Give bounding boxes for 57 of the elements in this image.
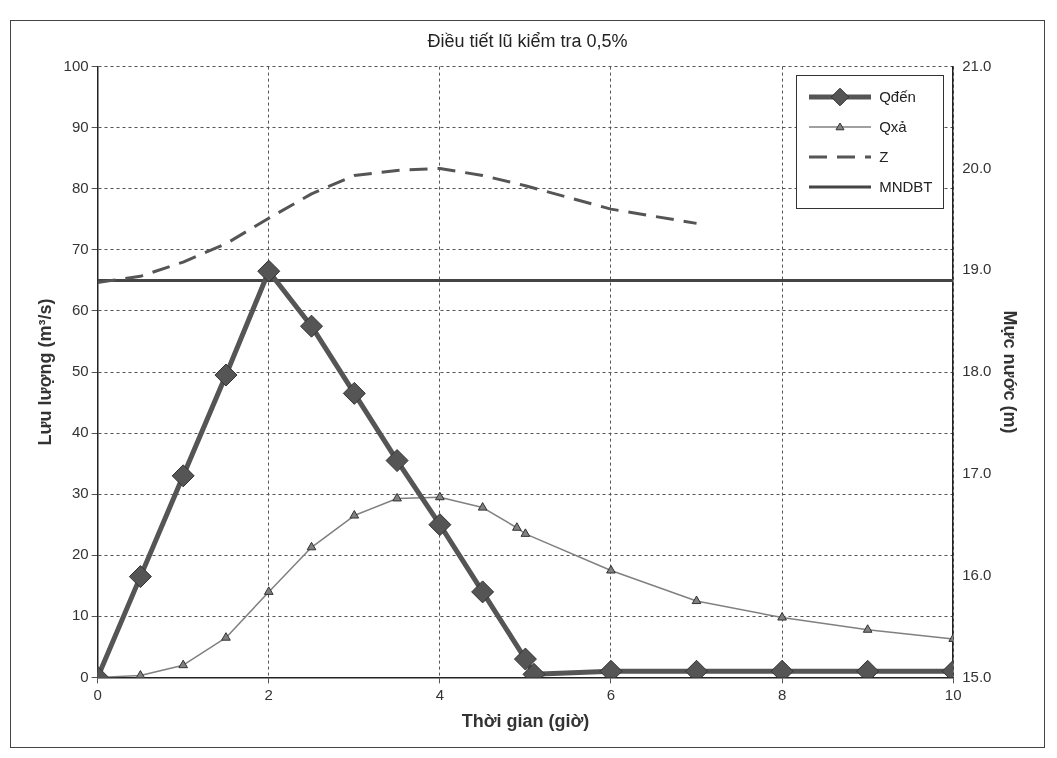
y-tick-label: 70 (71, 239, 89, 257)
y-tick-label: 60 (71, 301, 89, 319)
point (385, 449, 409, 473)
point (263, 586, 274, 595)
y-tick-label: 50 (71, 362, 89, 380)
y2-tick-label: 21.0 (962, 56, 992, 74)
x-tick-label: 6 (606, 685, 616, 703)
point (349, 510, 360, 519)
legend-label: MNDBT (879, 178, 933, 196)
point (342, 381, 366, 405)
y-tick-label: 30 (71, 484, 89, 502)
point (171, 464, 195, 488)
y-tick-label: 0 (80, 667, 89, 685)
point (477, 502, 488, 511)
x-tick-label: 10 (944, 685, 962, 703)
legend-label: Z (879, 148, 889, 166)
x-axis-title: Thời gian (giờ) (461, 711, 590, 732)
point (428, 513, 452, 537)
x-tick-label: 2 (264, 685, 273, 703)
y-tick-label: 40 (71, 423, 89, 441)
y2-tick-label: 18.0 (962, 362, 992, 380)
y-tick-label: 80 (71, 178, 89, 196)
point (178, 659, 189, 669)
y2-tick-label: 19.0 (962, 260, 992, 278)
y-tick-label: 90 (71, 117, 89, 135)
legend-label: Qđến (879, 88, 916, 106)
x-tick-label: 0 (93, 685, 102, 703)
y-axis-title: Lưu lượng (m³/s) (34, 298, 55, 446)
point (513, 647, 537, 671)
y-tick-label: 10 (71, 606, 89, 624)
y2-tick-label: 17.0 (962, 463, 992, 481)
point (306, 541, 317, 551)
x-tick-label: 8 (777, 685, 787, 703)
point (435, 491, 445, 501)
y2-axis-title: Mực nước (m) (1000, 310, 1021, 434)
point (471, 580, 495, 604)
y-tick-label: 20 (71, 545, 89, 563)
legend-label: Qxả (879, 118, 907, 136)
point (257, 259, 281, 283)
y2-tick-label: 16.0 (962, 565, 992, 583)
point (691, 595, 702, 605)
point (135, 670, 146, 678)
point (300, 314, 324, 338)
y-tick-label: 100 (63, 56, 89, 74)
point (128, 565, 152, 589)
y2-tick-label: 20.0 (962, 158, 992, 176)
point (512, 522, 522, 531)
y2-tick-label: 15.0 (962, 667, 992, 685)
chart-title: Điều tiết lũ kiểm tra 0,5% (427, 30, 628, 51)
point (777, 612, 787, 621)
x-tick-label: 4 (435, 685, 445, 703)
point (392, 492, 402, 502)
point (862, 624, 873, 633)
point (214, 363, 238, 387)
point (520, 528, 531, 537)
point (606, 565, 616, 574)
point (221, 632, 231, 641)
